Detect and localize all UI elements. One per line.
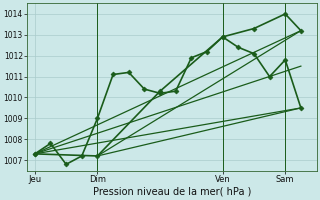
X-axis label: Pression niveau de la mer( hPa ): Pression niveau de la mer( hPa )	[92, 187, 251, 197]
